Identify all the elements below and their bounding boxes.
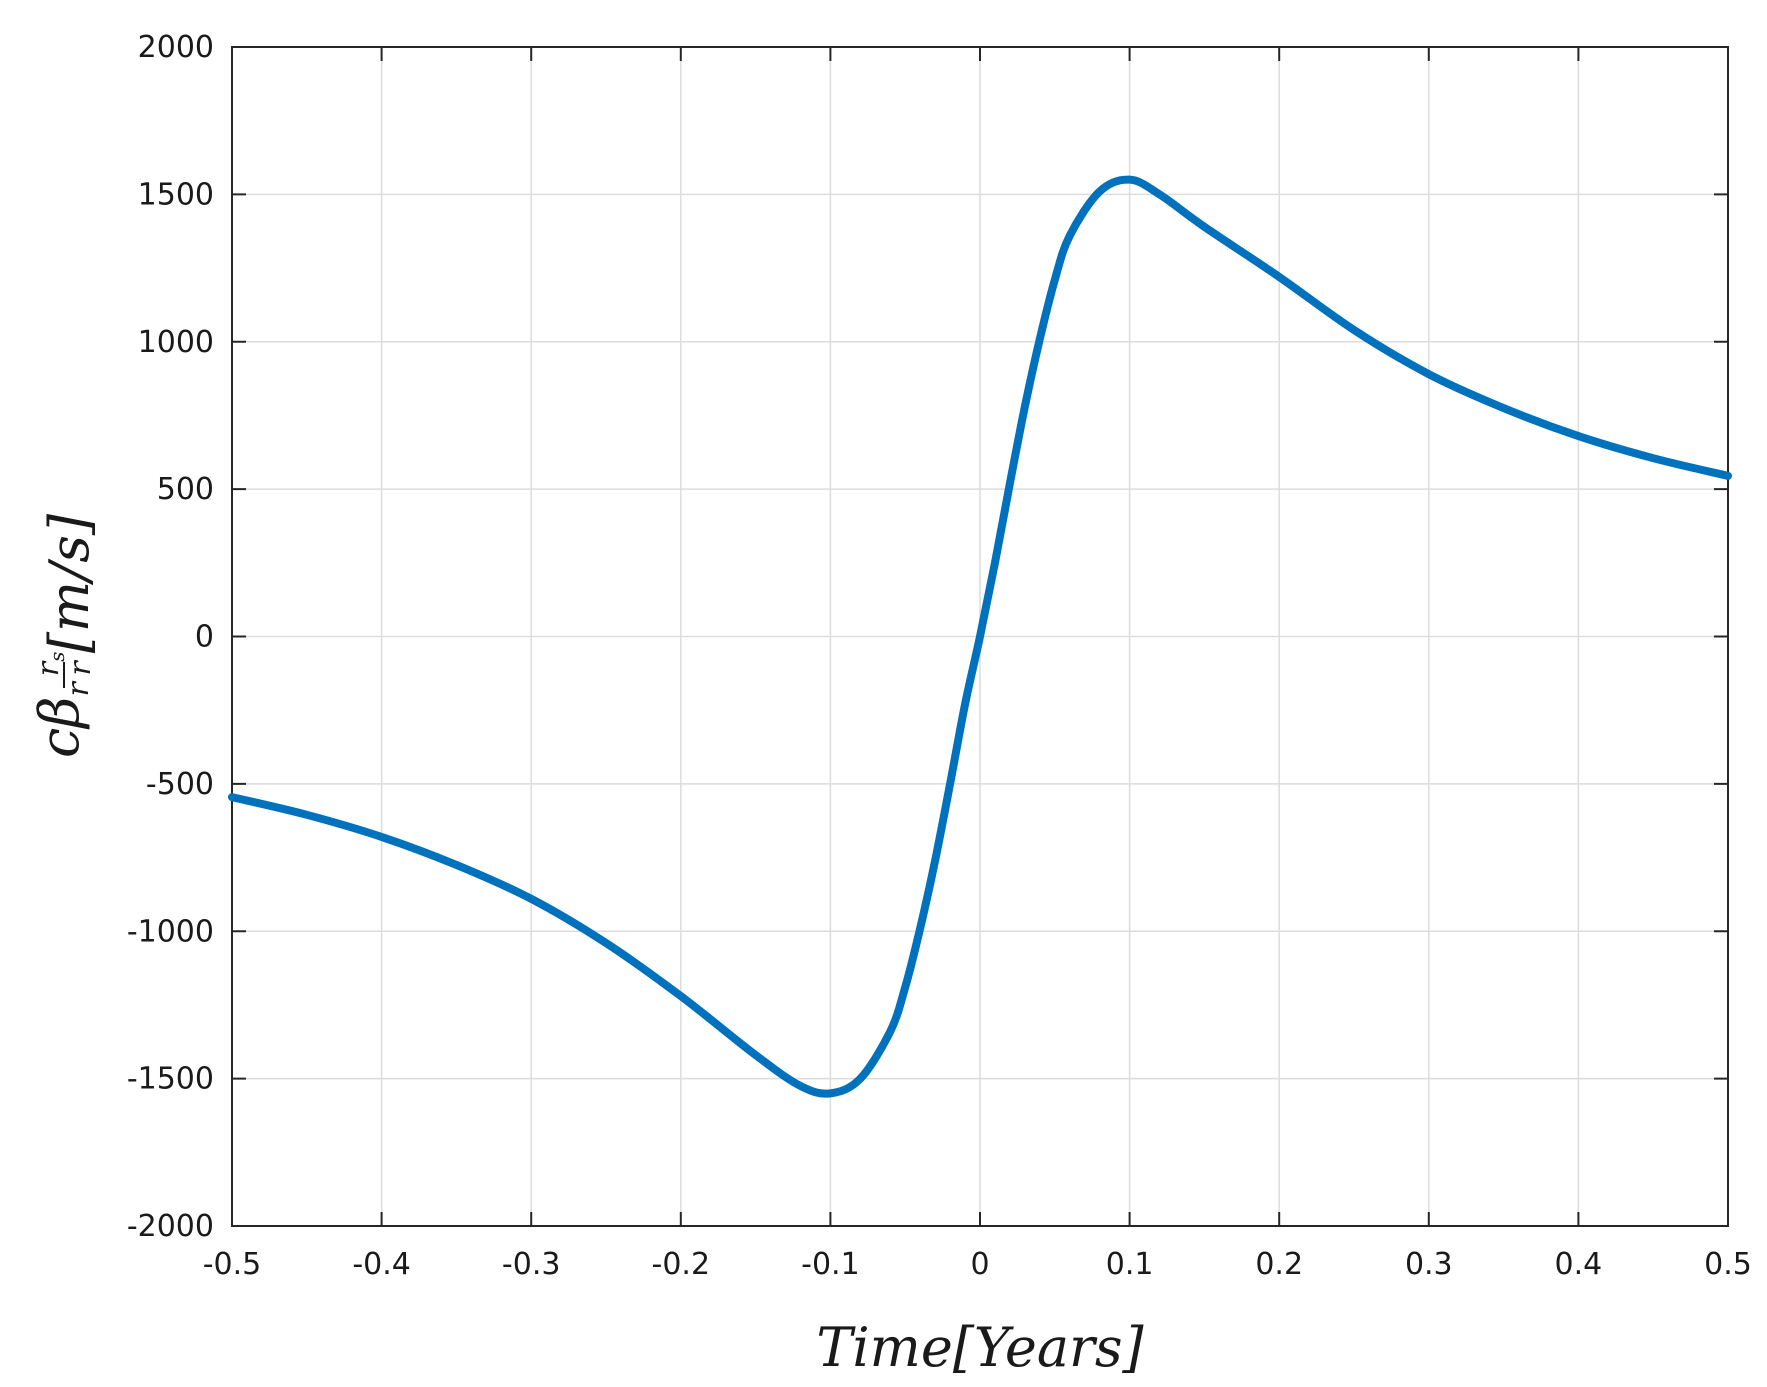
y-tick-label: 2000: [138, 30, 214, 65]
y-tick-label: -500: [146, 767, 214, 802]
y-label-main: cβ: [28, 697, 91, 758]
x-tick-label: 0.1: [1106, 1247, 1154, 1282]
y-axis-label: cβrrsr[m/s]: [28, 513, 101, 758]
series-layer: [228, 175, 1732, 1098]
y-tick-labels: -2000 -1500 -1000 -500 0 500 1000 1500 2000: [127, 30, 214, 1244]
y-label-frac-num: r: [31, 660, 66, 676]
axis-ticks: [231, 46, 1729, 1227]
y-tick-label: 1500: [138, 177, 214, 212]
y-label-frac-den: r: [63, 660, 98, 676]
y-tick-label: 500: [157, 472, 214, 507]
x-tick-label: -0.1: [801, 1247, 860, 1282]
y-tick-label: -1000: [127, 914, 214, 949]
y-tick-label: 0: [195, 620, 214, 655]
series-line: [228, 175, 1732, 1098]
x-tick-label: 0.5: [1704, 1247, 1752, 1282]
y-label-units: [m/s]: [38, 513, 101, 653]
y-label-main-sub: r: [61, 681, 96, 697]
x-tick-label: -0.4: [352, 1247, 411, 1282]
y-tick-label: -1500: [127, 1062, 214, 1097]
x-tick-label: 0.3: [1405, 1247, 1453, 1282]
x-tick-label: -0.5: [203, 1247, 262, 1282]
y-tick-label: 1000: [138, 325, 214, 360]
x-tick-label: -0.3: [502, 1247, 561, 1282]
y-tick-label: -2000: [127, 1209, 214, 1244]
x-tick-label: 0: [970, 1247, 989, 1282]
x-tick-label: 0.2: [1255, 1247, 1303, 1282]
y-label-frac-num-sub: s: [45, 652, 69, 662]
x-axis-label: Time[Years]: [816, 1316, 1144, 1379]
x-tick-label: 0.4: [1555, 1247, 1603, 1282]
svg-text:cβrrsr[m/s]: cβrrsr[m/s]: [28, 513, 101, 758]
x-tick-labels: -0.5 -0.4 -0.3 -0.2 -0.1 0 0.1 0.2 0.3 0.4 0.5: [203, 1247, 1752, 1282]
x-tick-label: -0.2: [652, 1247, 711, 1282]
